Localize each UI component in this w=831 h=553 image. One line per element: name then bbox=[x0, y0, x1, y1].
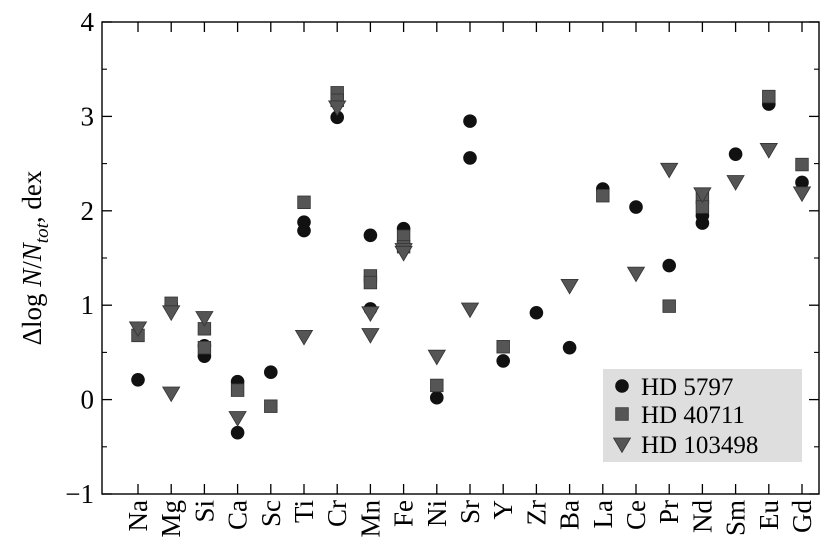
data-point-series-2 bbox=[363, 275, 378, 290]
data-point-series-1 bbox=[463, 151, 477, 165]
x-tick-label: Mg bbox=[156, 500, 186, 538]
y-axis-title-suffix: , dex bbox=[17, 170, 47, 223]
data-point-series-1 bbox=[230, 425, 245, 440]
data-point-series-2 bbox=[662, 299, 676, 313]
legend-label-series-2: HD 40711 bbox=[641, 402, 745, 429]
data-point-series-1 bbox=[629, 200, 643, 214]
x-tick-label: Ti bbox=[289, 500, 319, 523]
data-point-series-1 bbox=[297, 223, 311, 238]
data-point-series-1 bbox=[430, 390, 444, 405]
y-axis-title: Δlog N/Ntot, dex bbox=[17, 170, 53, 345]
data-point-series-2 bbox=[197, 340, 212, 355]
x-tick-label: Y bbox=[488, 500, 518, 520]
data-point-series-3 bbox=[427, 349, 446, 366]
data-point-series-3 bbox=[460, 302, 480, 319]
y-axis-title-prefix: Δlog bbox=[17, 287, 47, 346]
data-point-series-3 bbox=[162, 305, 181, 322]
data-point-series-3 bbox=[726, 175, 745, 191]
legend-marker-series-3 bbox=[612, 437, 632, 454]
data-point-series-3 bbox=[560, 278, 579, 295]
data-point-series-1 bbox=[562, 340, 577, 355]
legend-background bbox=[603, 369, 802, 462]
x-tick-label: Gd bbox=[787, 500, 817, 533]
data-point-series-1 bbox=[264, 365, 278, 380]
y-axis-title-ntot-sub: tot bbox=[32, 222, 53, 243]
y-axis-title-ntot: N bbox=[17, 241, 47, 262]
x-tick-label: La bbox=[588, 500, 618, 528]
x-tick-label: Zr bbox=[521, 500, 551, 525]
y-tick-label: 3 bbox=[81, 101, 95, 131]
legend-label-series-3: HD 103498 bbox=[641, 432, 758, 459]
legend-label-series-1: HD 5797 bbox=[641, 374, 733, 401]
data-point-series-3 bbox=[693, 187, 712, 204]
y-axis-title-n: N bbox=[17, 267, 47, 288]
data-point-series-2 bbox=[297, 195, 311, 210]
data-point-series-3 bbox=[660, 162, 679, 179]
data-point-series-3 bbox=[162, 386, 181, 403]
data-point-series-1 bbox=[695, 216, 710, 230]
axis-labels: −1 0 1 2 3 4 Na Mg Si Ca Sc Ti Cr Mn Fe Ni Sr Y Zr Ba La Ce Pr… bbox=[65, 7, 817, 538]
x-tick-label: Sc bbox=[256, 500, 286, 527]
x-tick-label: Nd bbox=[687, 500, 717, 533]
x-tick-label: Si bbox=[189, 500, 219, 523]
data-point-series-2 bbox=[264, 399, 278, 413]
x-tick-label: Ba bbox=[555, 500, 585, 530]
data-point-series-1 bbox=[728, 147, 743, 161]
data-point-series-3 bbox=[759, 143, 778, 159]
x-tick-label: Cr bbox=[322, 500, 352, 527]
x-tick-label: Eu bbox=[754, 500, 784, 530]
x-tick-label: Pr bbox=[654, 500, 684, 524]
data-point-series-3 bbox=[361, 328, 380, 344]
y-axis-title-slash: / bbox=[17, 261, 47, 269]
x-tick-label: Na bbox=[123, 500, 153, 531]
x-tick-label: Ca bbox=[223, 500, 253, 530]
x-tick-label: Ni bbox=[422, 500, 452, 527]
data-point-series-1 bbox=[330, 110, 345, 125]
y-tick-label: 2 bbox=[81, 196, 95, 226]
legend-marker-series-1 bbox=[615, 379, 629, 393]
data-point-series-1 bbox=[662, 258, 676, 273]
x-tick-label: Sr bbox=[455, 500, 485, 524]
data-point-series-3 bbox=[361, 306, 380, 323]
y-tick-label: −1 bbox=[65, 479, 94, 509]
data-points bbox=[128, 86, 812, 440]
data-point-series-1 bbox=[363, 228, 378, 243]
data-point-series-1 bbox=[529, 305, 544, 320]
data-point-series-2 bbox=[496, 340, 510, 354]
data-point-series-3 bbox=[626, 266, 646, 283]
legend-marker-series-2 bbox=[615, 407, 629, 421]
x-tick-label: Fe bbox=[389, 500, 419, 527]
data-point-series-1 bbox=[795, 175, 809, 190]
data-point-series-3 bbox=[394, 245, 413, 262]
data-point-series-3 bbox=[195, 311, 214, 327]
x-tick-label: Sm bbox=[721, 500, 751, 536]
x-tick-label: Ce bbox=[621, 500, 651, 530]
y-tick-label: 0 bbox=[81, 385, 95, 415]
y-tick-label: 1 bbox=[81, 290, 95, 320]
data-point-series-1 bbox=[463, 114, 477, 128]
plot-frame bbox=[101, 21, 820, 495]
axis-ticks bbox=[102, 21, 819, 495]
x-tick-label: Mn bbox=[355, 500, 385, 538]
data-point-series-3 bbox=[228, 411, 247, 427]
data-point-series-2 bbox=[795, 157, 809, 172]
data-point-series-3 bbox=[328, 100, 347, 117]
data-point-series-1 bbox=[496, 354, 511, 368]
data-point-series-2 bbox=[430, 378, 444, 393]
y-tick-label: 4 bbox=[81, 7, 95, 37]
data-point-series-2 bbox=[230, 383, 245, 397]
data-point-series-3 bbox=[792, 186, 812, 203]
data-point-series-2 bbox=[596, 188, 610, 203]
data-point-series-1 bbox=[131, 372, 145, 387]
data-point-series-2 bbox=[762, 89, 776, 104]
data-point-series-3 bbox=[128, 321, 148, 338]
data-point-series-3 bbox=[294, 329, 314, 346]
